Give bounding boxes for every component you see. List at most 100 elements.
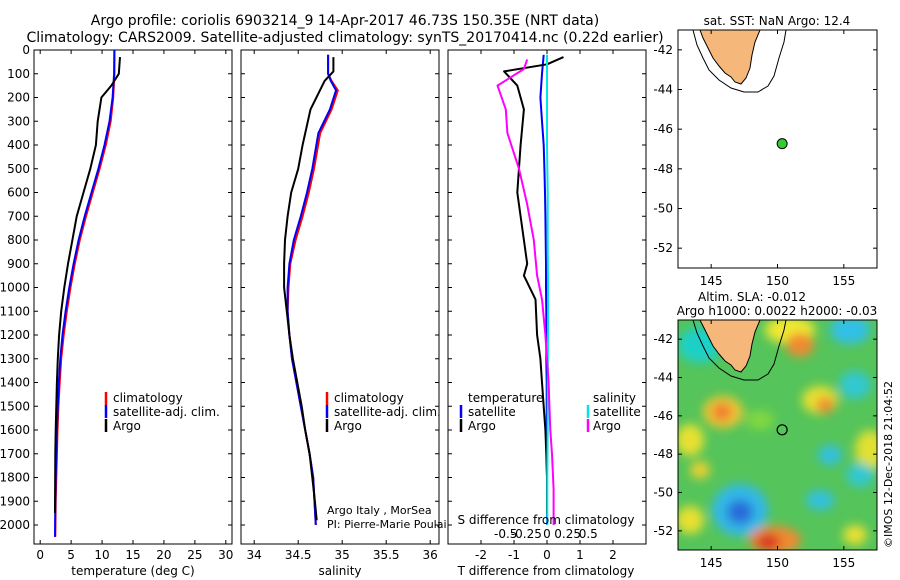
- series-line-s-satellite: [546, 54, 549, 525]
- series-line-s-argo: [496, 59, 555, 525]
- salinity-panel: 34 34.5 35 35.5 36 salinity climatology sate…: [240, 49, 454, 578]
- legend-salinity-title: salinity: [593, 391, 636, 405]
- difference-legend: temperature satellite Argo salinity sate…: [459, 391, 641, 433]
- lat-tick-label: -52: [653, 524, 673, 538]
- y-tick-label: 0: [22, 43, 30, 57]
- legend-satellite: satellite-adj. clim.: [113, 405, 220, 419]
- x-tick-label: 20: [156, 548, 171, 562]
- y-tick-label: 100: [7, 67, 30, 81]
- x-tick-label: 30: [218, 548, 233, 562]
- y-tick-label: 800: [7, 233, 30, 247]
- y-tick-label: 1900: [0, 494, 30, 508]
- lat-tick-label: -46: [653, 122, 673, 136]
- legend-climatology: climatology: [113, 391, 183, 405]
- shelf-contour: [678, 30, 787, 93]
- y-tick-label: 500: [7, 162, 30, 176]
- temperature-lines: [54, 50, 121, 537]
- lon-tick-label: 150: [766, 556, 789, 570]
- s-tick-label: 0.25: [554, 527, 581, 541]
- temperature-panel: 0100200300400500600700800900100011001200…: [0, 43, 233, 578]
- salinity-xlabel: salinity: [318, 564, 361, 578]
- legend-t-argo: Argo: [468, 419, 496, 433]
- x-tick-label: 36: [423, 548, 438, 562]
- lon-tick-label: 145: [700, 556, 723, 570]
- argo-position-marker: [776, 138, 788, 150]
- y-tick-label: 700: [7, 209, 30, 223]
- title-line-1: Argo profile: coriolis 6903214_9 14-Apr-…: [91, 13, 599, 29]
- salinity-axes-box: [240, 49, 440, 545]
- title-line-2: Climatology: CARS2009. Satellite-adjuste…: [26, 30, 663, 46]
- lat-tick-label: -42: [653, 332, 673, 346]
- sla-map-axes: 145 150 155 -42 -44 -46 -48 -50 -52: [653, 320, 877, 570]
- legend-temperature-title: temperature: [468, 391, 543, 405]
- lat-tick-label: -48: [653, 162, 673, 176]
- y-tick-label: 1500: [0, 399, 30, 413]
- x-tick-label: 35: [335, 548, 350, 562]
- legend-t-satellite: satellite: [468, 405, 516, 419]
- lon-tick-label: 150: [766, 274, 789, 288]
- x-tick-label: 35.5: [373, 548, 400, 562]
- y-tick-label: 1200: [0, 328, 30, 342]
- s-tick-label: 0: [543, 527, 551, 541]
- y-tick-label: 1800: [0, 471, 30, 485]
- salinity-lines: [283, 54, 339, 526]
- x-tick-label: 2: [609, 548, 617, 562]
- series-line-satellite-adj-clim-: [54, 50, 116, 537]
- argo-position-marker: [776, 424, 788, 436]
- lon-tick-label: 155: [832, 274, 855, 288]
- sla-map-panel: Altim. SLA: -0.012 Argo h1000: 0.0022 h2…: [653, 290, 878, 570]
- legend-satellite: satellite-adj. clim.: [334, 405, 441, 419]
- y-tick-label: 1600: [0, 423, 30, 437]
- y-tick-label: 200: [7, 91, 30, 105]
- sst-map-land: [678, 30, 787, 93]
- lat-tick-label: -46: [653, 409, 673, 423]
- sla-map-title-2: Argo h1000: 0.0022 h2000: -0.03: [677, 304, 878, 318]
- x-tick-label: 0: [36, 548, 44, 562]
- difference-lines: [496, 54, 564, 525]
- y-tick-label: 900: [7, 257, 30, 271]
- y-tick-label: 2000: [0, 518, 30, 532]
- y-tick-label: 1300: [0, 352, 30, 366]
- difference-panel: -2 -1 0 1 2 -0.5-0.25 0 0.250.5 S difference f…: [447, 49, 647, 578]
- x-tick-label: 25: [187, 548, 202, 562]
- lat-tick-label: -50: [653, 202, 673, 216]
- series-line-t-argo: [503, 56, 564, 514]
- s-tick-label: -0.25: [511, 527, 542, 541]
- lat-tick-label: -44: [653, 83, 673, 97]
- lat-tick-label: -50: [653, 486, 673, 500]
- salinity-x-axis: 34 34.5 35 35.5 36: [247, 50, 438, 562]
- sla-anomaly-field: [678, 320, 877, 550]
- salinity-legend: climatology satellite-adj. clim. Argo: [325, 391, 441, 433]
- x-tick-label: 34: [247, 548, 262, 562]
- tasmania-land: [699, 30, 761, 85]
- x-tick-label: -1: [508, 548, 520, 562]
- y-tick-label: 600: [7, 186, 30, 200]
- s-tick-label: -0.5: [494, 527, 517, 541]
- x-tick-label: 34.5: [285, 548, 312, 562]
- annotation-pi: PI: Pierre-Marie Poulain: [327, 518, 454, 531]
- lon-tick-label: 145: [700, 274, 723, 288]
- sst-map-panel: sat. SST: NaN Argo: 12.4 145 150 155 -42 -44…: [653, 14, 878, 288]
- x-tick-label: 15: [125, 548, 140, 562]
- sla-map-title-1: Altim. SLA: -0.012: [698, 290, 806, 304]
- salinity-y-ticks: [241, 49, 439, 526]
- series-line-argo: [283, 57, 335, 521]
- y-tick-label: 1000: [0, 281, 30, 295]
- sst-map-axes: 145 150 155 -42 -44 -46 -48 -50 -52: [653, 30, 877, 288]
- y-tick-label: 300: [7, 114, 30, 128]
- lat-tick-label: -52: [653, 241, 673, 255]
- legend-climatology: climatology: [334, 391, 404, 405]
- y-tick-label: 400: [7, 138, 30, 152]
- difference-y-ticks: [448, 49, 646, 526]
- temperature-xlabel: temperature (deg C): [71, 564, 194, 578]
- sst-map-box: [677, 29, 878, 269]
- y-tick-label: 1100: [0, 304, 30, 318]
- x-tick-label: -2: [475, 548, 487, 562]
- sla-heatmap: [678, 320, 877, 550]
- sst-map-title: sat. SST: NaN Argo: 12.4: [704, 14, 851, 28]
- t-difference-label: T difference from climatology: [457, 564, 635, 578]
- temperature-legend: climatology satellite-adj. clim. Argo: [104, 391, 220, 433]
- shelf-contour: [678, 320, 787, 381]
- t-difference-x-axis: -2 -1 0 1 2: [475, 50, 617, 562]
